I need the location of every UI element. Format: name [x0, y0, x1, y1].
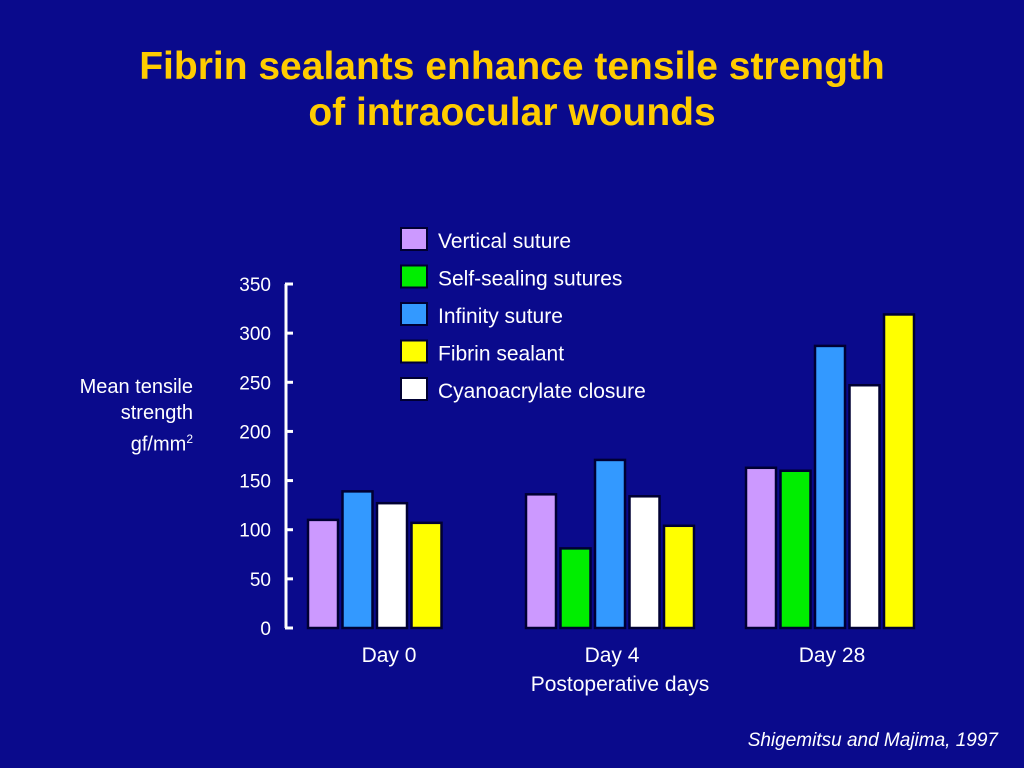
- legend-swatch: [400, 227, 428, 251]
- y-axis-label-line-1: Mean tensile: [79, 376, 193, 398]
- source-citation: Shigemitsu and Majima, 1997: [747, 730, 998, 751]
- chart-title-line-2: of intraocular wounds: [308, 91, 716, 134]
- legend-label: Self-sealing sutures: [438, 268, 622, 291]
- legend-swatch: [400, 339, 428, 364]
- legend-label: Fibrin sealant: [438, 343, 564, 366]
- x-category-label: Day 4: [585, 644, 640, 667]
- y-tick-label: 200: [239, 422, 271, 443]
- y-tick-label: 350: [239, 275, 271, 296]
- bar-fibrin-sealant-day-0: [410, 521, 443, 630]
- bar-infinity-suture-day-4: [593, 458, 627, 630]
- y-axis-unit-superscript: 2: [186, 432, 193, 446]
- y-tick-label: 100: [239, 521, 271, 542]
- bar-fibrin-sealant-day-28: [882, 313, 916, 630]
- bar-cyanoacrylate-closure-day-4: [628, 495, 661, 630]
- x-axis-title: Postoperative days: [530, 673, 710, 696]
- y-axis-label: Mean tensile strength gf/mm2: [80, 374, 193, 458]
- legend-swatch: [400, 377, 428, 401]
- legend-label: Infinity suture: [438, 305, 563, 328]
- y-tick-label: 0: [260, 619, 271, 640]
- bar-vertical-suture-day-0: [306, 518, 340, 630]
- chart-title-line-1: Fibrin sealants enhance tensile strength: [139, 45, 885, 88]
- bar-self-sealing-sutures-day-28: [779, 469, 812, 630]
- bar-infinity-suture-day-28: [813, 344, 847, 630]
- legend-swatch: [400, 302, 428, 326]
- x-category-label: Day 0: [362, 644, 417, 667]
- y-axis-unit: gf/mm: [130, 433, 187, 456]
- legend-label: Vertical suture: [438, 230, 571, 253]
- y-tick-label: 50: [250, 570, 271, 591]
- y-axis-label-line-3: gf/mm2: [80, 426, 193, 458]
- bar-vertical-suture-day-4: [524, 493, 558, 630]
- y-axis-label-line-2: strength: [120, 402, 193, 424]
- bar-self-sealing-sutures-day-4: [559, 547, 592, 630]
- bar-vertical-suture-day-28: [744, 466, 778, 630]
- y-tick-label: 250: [239, 373, 271, 394]
- bar-cyanoacrylate-closure-day-28: [848, 383, 881, 630]
- legend-swatch: [400, 264, 428, 289]
- y-tick-label: 300: [239, 324, 271, 345]
- bar-infinity-suture-day-0: [341, 490, 374, 630]
- y-tick-label: 150: [239, 472, 271, 493]
- bar-cyanoacrylate-closure-day-0: [375, 501, 409, 630]
- legend-label: Cyanoacrylate closure: [438, 380, 646, 403]
- bar-fibrin-sealant-day-4: [662, 524, 696, 630]
- chart-title: Fibrin sealants enhance tensile strength…: [0, 44, 1024, 136]
- x-category-label: Day 28: [799, 644, 866, 667]
